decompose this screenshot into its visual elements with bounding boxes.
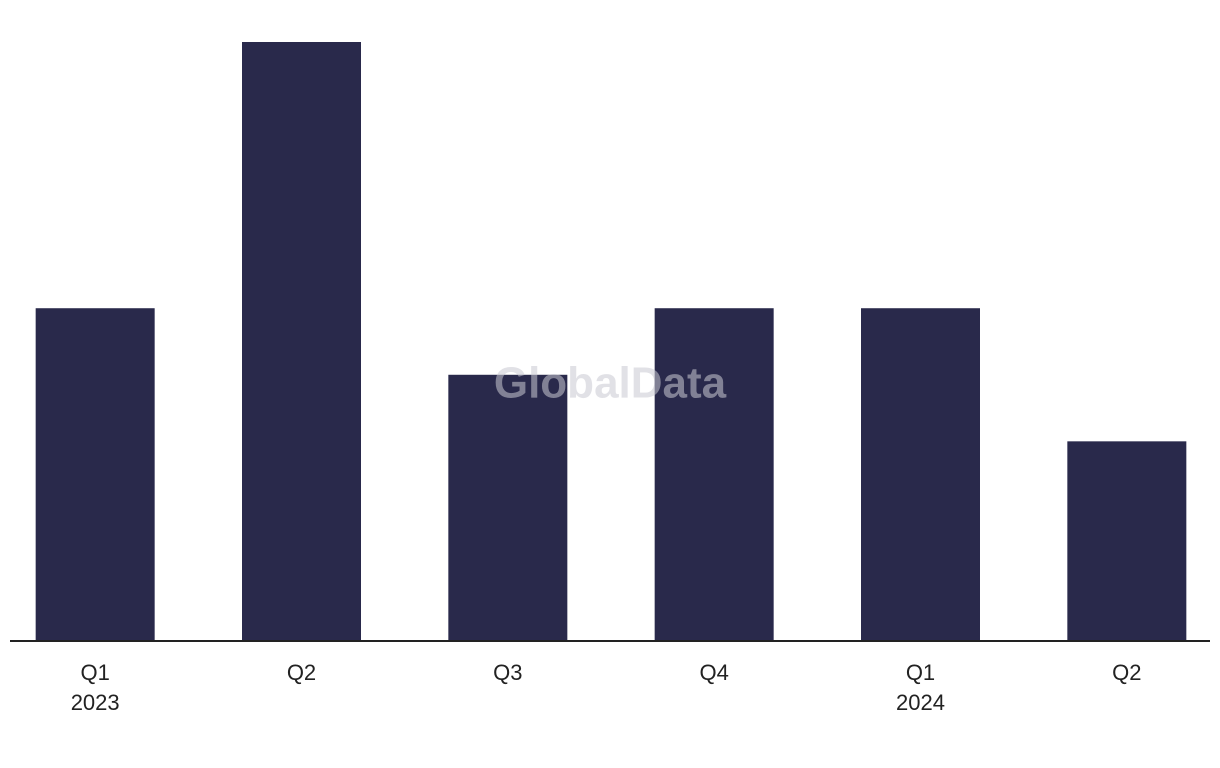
bar [861,308,980,641]
bar [448,374,568,641]
bar [242,42,361,641]
bar [654,308,774,641]
x-tick-label: Q1 [80,660,109,685]
x-tick-label: Q2 [287,660,316,685]
x-tick-label: 2023 [71,690,120,715]
x-tick-label: Q1 [906,660,935,685]
x-tick-label: Q4 [699,660,728,685]
x-tick-label: Q3 [493,660,522,685]
x-tick-label: Q2 [1112,660,1141,685]
x-tick-label: 2024 [896,690,945,715]
bar [1067,441,1187,641]
bar [35,308,155,641]
watermark: GlobalData [494,359,727,408]
